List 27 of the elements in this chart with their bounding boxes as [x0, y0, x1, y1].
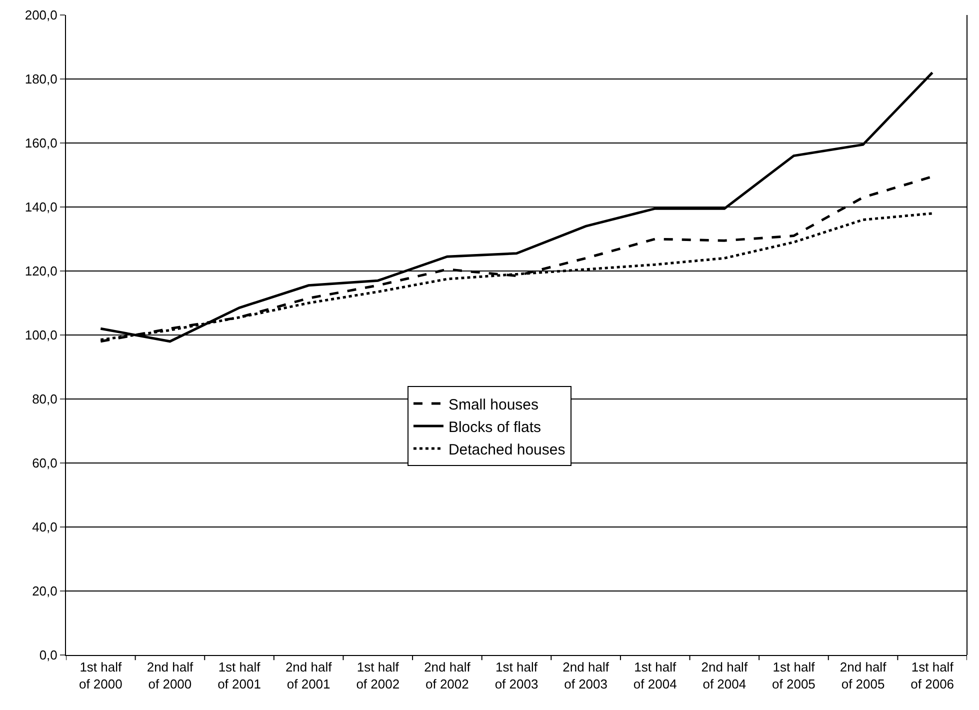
x-tick-label: 1st half of 2000: [78, 660, 122, 692]
y-tick-label: 80,0: [32, 392, 58, 407]
legend-label: Small houses: [448, 396, 539, 414]
x-tick-label: 1st half of 2001: [218, 660, 261, 692]
legend-label: Detached houses: [448, 441, 566, 458]
legend-label: Blocks of flats: [448, 418, 542, 436]
x-tick-label: 2nd half of 2005: [840, 660, 887, 692]
y-tick-label: 100,0: [24, 328, 58, 343]
y-tick-label: 60,0: [32, 456, 58, 471]
x-tick-label: 2nd half of 2000: [146, 660, 194, 692]
y-tick-label: 0,0: [39, 648, 58, 663]
y-tick-label: 160,0: [24, 136, 58, 151]
x-tick-label: 1st half of 2005: [772, 660, 816, 692]
y-tick-label: 40,0: [32, 520, 58, 535]
x-tick-label: 1st half of 2006: [910, 660, 954, 692]
x-tick-label: 2nd half of 2003: [562, 660, 610, 692]
y-tick-label: 120,0: [24, 264, 58, 279]
x-tick-label: 2nd half of 2002: [424, 660, 471, 692]
x-tick-label: 2nd half of 2004: [701, 660, 748, 692]
x-tick-label: 1st half of 2004: [633, 660, 677, 692]
x-tick-label: 1st half of 2003: [494, 660, 538, 692]
x-tick-label: 1st half of 2002: [356, 660, 400, 692]
y-tick-label: 140,0: [24, 200, 58, 215]
y-tick-label: 20,0: [32, 584, 58, 599]
x-tick-label: 2nd half of 2001: [285, 660, 332, 692]
y-tick-label: 200,0: [24, 8, 58, 23]
y-tick-label: 180,0: [24, 72, 58, 87]
